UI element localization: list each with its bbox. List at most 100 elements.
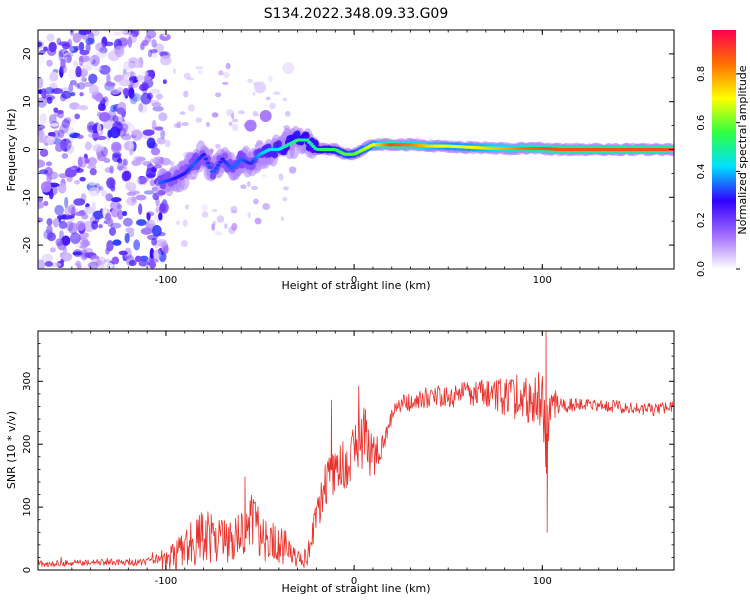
noise-speckle [98,112,111,122]
noise-speckle [112,256,119,264]
noise-speckle [117,162,124,171]
noise-speckle [106,73,111,84]
snr-ticks: -100 0 100 0 100 200 300 [22,330,674,587]
noise-speckle [74,211,87,216]
sparse-speckle [230,210,238,214]
noise-speckle [141,39,149,47]
noise-speckle-group [38,30,172,269]
noise-speckle [72,32,82,44]
sparse-speckle [252,91,256,96]
noise-speckle [58,221,68,230]
noise-speckle [69,46,79,54]
noise-speckle [77,156,83,168]
snr-series [38,331,674,570]
noise-speckle [83,206,94,215]
noise-speckle [56,215,63,220]
sparse-speckle [165,139,171,148]
noise-speckle [152,105,164,112]
noise-speckle [70,232,81,244]
noise-speckle [99,64,111,75]
sparse-speckle [237,110,246,115]
sparse-speckle [201,204,208,212]
noise-speckle [39,113,47,125]
sparse-speckle [228,121,233,127]
sparse-speckle [247,78,254,84]
noise-speckle [85,43,91,53]
sparse-speckle [197,69,203,75]
noise-speckle [133,211,140,221]
noise-speckle [141,82,149,91]
noise-speckle [129,70,135,83]
noise-speckle [121,123,129,132]
noise-speckle [88,181,97,186]
colorbar-tick-label: 0.4 [696,163,707,179]
noise-speckle [65,167,77,178]
noise-speckle [47,131,56,137]
noise-speckle [118,64,124,71]
spectrogram-y-tick-label: 0 [22,146,33,152]
spectrogram-x-axis-label: Height of straight line (km) [281,279,430,292]
snr-y-tick-label: 200 [22,435,33,454]
spectrogram-y-tick-label: 20 [22,48,33,61]
noise-speckle [72,251,83,256]
noise-speckle [97,102,103,111]
noise-speckle [79,30,92,35]
sparse-speckle [176,121,182,129]
noise-speckle [86,164,97,169]
noise-speckle [87,156,98,167]
noise-speckle [61,235,71,246]
sparse-speckle [186,77,194,81]
ridge-core [216,163,221,167]
noise-speckle [73,198,86,206]
sparse-speckle [282,196,288,202]
noise-speckle [152,249,162,260]
noise-speckle [88,261,99,269]
noise-speckle [61,252,73,262]
noise-speckle [128,87,135,99]
noise-speckle [133,61,142,69]
noise-speckle [122,87,130,96]
noise-speckle [131,159,141,166]
noise-speckle [132,30,139,38]
noise-speckle [159,201,169,214]
noise-speckle [146,212,151,221]
noise-speckle [70,163,79,170]
noise-speckle [156,239,167,244]
noise-speckle [89,168,97,176]
noise-speckle [38,124,46,130]
noise-speckle [80,240,91,247]
secondary-blob [254,81,267,94]
colorbar-tick-label: 0.0 [696,261,707,277]
noise-speckle [51,87,63,95]
noise-speckle [54,204,64,216]
noise-speckle [143,190,155,195]
noise-speckle [38,55,46,64]
noise-speckle [53,107,59,113]
sparse-speckle [195,117,203,123]
noise-speckle [135,219,147,226]
sparse-speckle [222,71,230,79]
noise-speckle [126,191,137,196]
sparse-speckle [173,123,181,128]
sparse-speckle [211,112,219,118]
sparse-speckle [280,216,285,222]
sparse-speckle [215,144,219,150]
noise-speckle [105,193,113,202]
sparse-speckle [250,186,259,191]
noise-speckle [89,30,100,37]
noise-speckle [137,103,148,114]
noise-speckle [44,87,55,95]
noise-speckle [74,179,81,185]
sparse-speckle [246,181,251,187]
spectrogram-y-tick-label: -10 [22,189,33,205]
sparse-speckle [269,102,276,110]
noise-speckle [92,66,102,72]
noise-speckle [58,173,68,179]
noise-speckle [63,54,72,64]
sparse-speckle [218,70,224,76]
noise-speckle [153,164,163,169]
noise-speckle [128,259,137,267]
noise-speckle [139,176,150,183]
